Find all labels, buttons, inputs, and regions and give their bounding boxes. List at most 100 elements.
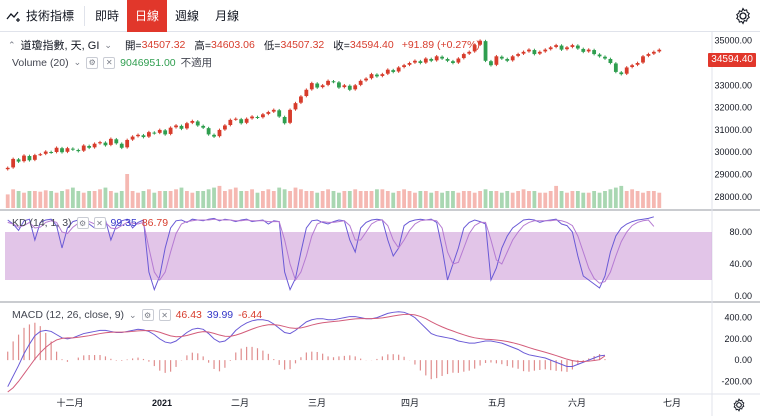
candle — [532, 50, 537, 55]
candle — [81, 145, 86, 151]
volume-bar — [347, 191, 352, 208]
volume-bar — [293, 187, 298, 208]
gear-icon[interactable] — [734, 7, 752, 25]
close-icon[interactable]: ✕ — [93, 217, 106, 229]
candle — [125, 139, 130, 148]
chevron-down-icon[interactable]: ⌄ — [129, 309, 137, 320]
volume-bar — [43, 190, 48, 208]
candle — [608, 58, 613, 63]
volume-value: 9046951.00 — [120, 56, 176, 69]
volume-bar — [271, 191, 276, 208]
candle — [380, 74, 385, 76]
volume-bar — [315, 192, 320, 208]
indicator-button[interactable]: 技術指標 — [0, 0, 82, 32]
candle — [516, 54, 521, 56]
candle — [38, 154, 43, 156]
candle — [244, 118, 249, 123]
candle — [195, 121, 200, 126]
settings-icon[interactable]: ⚙ — [141, 309, 154, 321]
chevron-down-icon[interactable]: ⌄ — [104, 39, 112, 50]
close-icon[interactable]: ✕ — [103, 56, 116, 69]
price-axis-label: 33000.00 — [714, 80, 752, 90]
volume-bar — [304, 191, 309, 208]
volume-bar — [11, 189, 16, 208]
volume-bar — [559, 191, 564, 208]
volume-bar — [163, 191, 168, 208]
candle — [624, 67, 629, 74]
volume-bar — [413, 192, 417, 208]
candle — [174, 125, 178, 128]
volume-bar — [76, 191, 81, 208]
candle — [342, 85, 347, 88]
volume-bar — [396, 191, 401, 208]
candle — [190, 121, 195, 123]
volume-bar — [467, 191, 472, 208]
volume-bar — [364, 191, 368, 208]
macd-axis-label: 0.00 — [734, 355, 752, 365]
volume-bar — [375, 189, 379, 208]
candle — [364, 78, 368, 81]
volume-bar — [288, 191, 292, 208]
interval-monthly-button[interactable]: 月線 — [215, 9, 240, 23]
time-axis-label: 三月 — [308, 398, 326, 408]
volume-bar — [223, 191, 227, 208]
volume-ma-value: 不適用 — [180, 57, 213, 69]
chevron-down-icon[interactable]: ⌄ — [73, 57, 82, 67]
volume-bar — [103, 187, 108, 208]
volume-bar — [527, 191, 531, 208]
volume-bar — [326, 189, 330, 208]
volume-bar — [603, 191, 607, 208]
volume-bar — [554, 185, 559, 208]
candle — [206, 128, 211, 135]
kd-k-value: 99.35 — [110, 217, 137, 229]
open-label: 開= — [124, 39, 142, 52]
candle — [293, 103, 298, 110]
candle — [440, 56, 444, 59]
interval-daily-button[interactable]: 日線 — [127, 0, 168, 32]
volume-bar — [261, 191, 265, 208]
time-axis-label: 2021 — [152, 398, 172, 408]
volume-bar — [114, 192, 119, 208]
volume-bar — [483, 189, 488, 208]
volume-bar — [445, 191, 450, 208]
collapse-icon[interactable]: ⌃ — [8, 39, 16, 50]
volume-bar — [402, 189, 406, 208]
volume-bar — [619, 185, 624, 208]
volume-bar — [60, 191, 64, 208]
candle — [299, 96, 303, 103]
candle — [347, 85, 352, 90]
volume-bar — [532, 191, 537, 208]
gear-icon[interactable] — [732, 398, 746, 412]
settings-icon[interactable]: ⚙ — [76, 217, 89, 229]
volume-bar — [81, 192, 86, 208]
candle — [581, 48, 586, 52]
volume-bar — [423, 191, 428, 208]
macd-legend: MACD (12, 26, close, 9) ⌄ ⚙ ✕ 46.43 39.9… — [12, 309, 262, 321]
candle — [402, 65, 406, 68]
symbol-label[interactable]: 道瓊指數, 天, GI — [20, 40, 100, 52]
interval-realtime-button[interactable]: 即時 — [95, 9, 120, 23]
chart-area[interactable]: 35000.0034000.0033000.0032000.0031000.00… — [0, 32, 760, 416]
candle — [49, 152, 54, 154]
close-icon[interactable]: ✕ — [158, 309, 171, 321]
candle — [261, 114, 265, 118]
candle — [70, 148, 75, 150]
volume-bar — [92, 191, 97, 208]
settings-icon[interactable]: ⚙ — [86, 56, 99, 69]
volume-bar — [505, 191, 510, 208]
volume-bar — [119, 191, 124, 208]
candle — [570, 45, 575, 47]
volume-bar — [570, 191, 575, 208]
kd-axis-label: 80.00 — [729, 227, 752, 237]
candle — [494, 56, 499, 65]
candle — [396, 67, 401, 72]
volume-bar — [456, 192, 461, 208]
volume-bar — [461, 191, 466, 208]
volume-bar — [5, 194, 10, 208]
volume-bar — [49, 191, 54, 208]
interval-weekly-button[interactable]: 週線 — [175, 9, 200, 23]
volume-bar — [380, 189, 385, 208]
macd-axis-label: -200.00 — [721, 376, 752, 386]
volume-bar — [195, 191, 200, 208]
price-axis-label: 31000.00 — [714, 125, 752, 135]
